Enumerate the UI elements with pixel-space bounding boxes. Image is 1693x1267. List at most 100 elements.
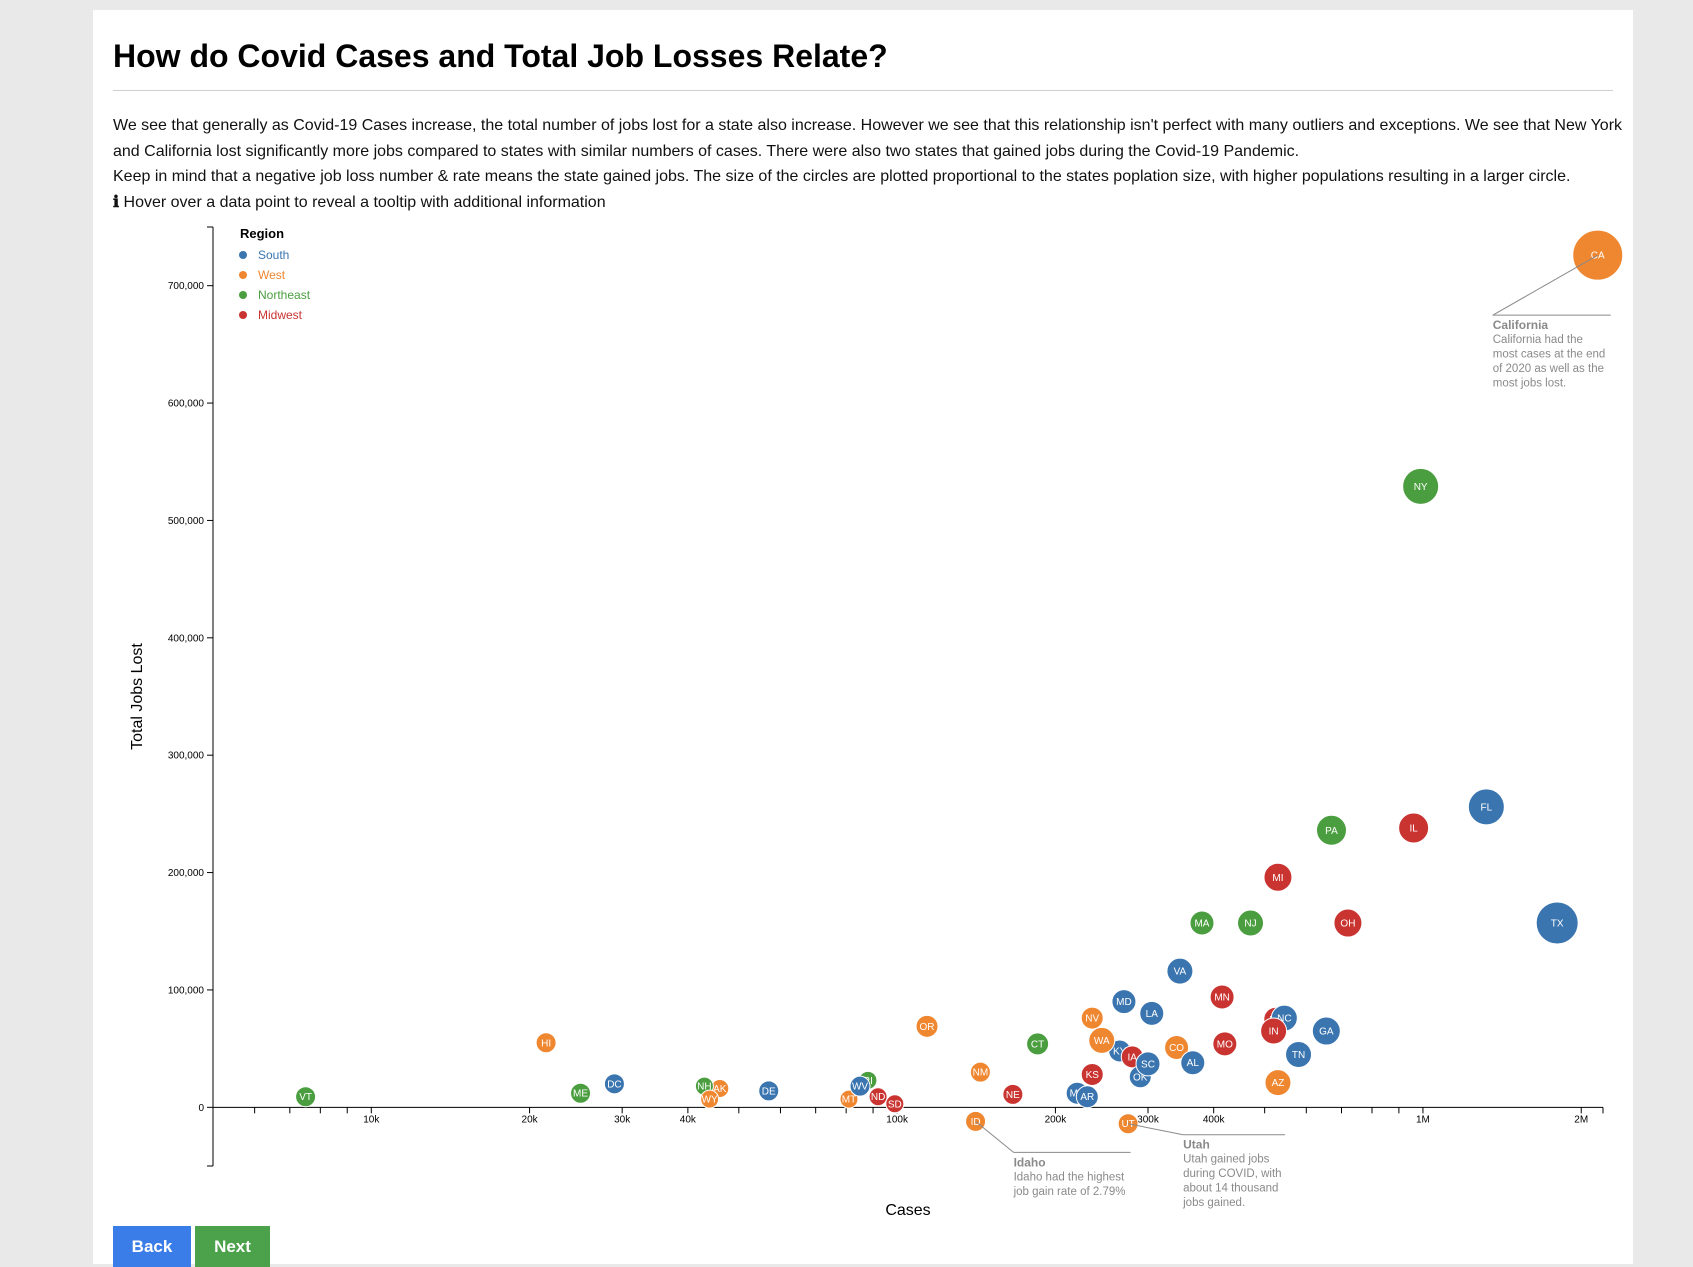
point-marker: [1333, 908, 1363, 938]
point-label: VT: [299, 1092, 312, 1103]
description: We see that generally as Covid-19 Cases …: [113, 113, 1623, 215]
annotation-title: California: [1493, 318, 1549, 332]
point-label: OK: [1133, 1072, 1148, 1083]
point-label: MD: [1116, 997, 1132, 1008]
annotation-text: Utah gained jobs: [1183, 1154, 1270, 1166]
point-marker: [295, 1086, 317, 1108]
x-tick-label: 200k: [1045, 1114, 1068, 1125]
point-marker: [1398, 812, 1430, 844]
point-label: GA: [1319, 1027, 1334, 1038]
y-axis: 0 100,000 200,000 300,000 400,000 500,000 600,…: [129, 226, 214, 1167]
point-marker: [1080, 1006, 1104, 1030]
x-tick-label: 20k: [522, 1114, 539, 1125]
annotations: California California had the most cases a…: [975, 254, 1611, 1209]
point-label: HI: [541, 1038, 551, 1049]
legend-swatch: [239, 271, 247, 279]
point-marker: [1135, 1051, 1161, 1077]
point-marker: [1467, 788, 1505, 826]
point-marker: [885, 1094, 905, 1114]
data-point-mi: MI: [1263, 862, 1293, 892]
x-tick-label: 300k: [1137, 1114, 1160, 1125]
y-tick-label: 200,000: [168, 868, 205, 879]
point-label: AZ: [1272, 1078, 1285, 1089]
hover-hint-text: Hover over a data point to reveal a tool…: [123, 193, 606, 211]
hover-hint: ℹ Hover over a data point to reveal a to…: [113, 190, 1623, 216]
back-button[interactable]: Back: [113, 1226, 191, 1267]
y-tick-label: 500,000: [168, 516, 205, 527]
legend-label: West: [258, 268, 286, 282]
title-divider: [113, 90, 1613, 91]
annotation-text: about 14 thousand: [1183, 1183, 1278, 1195]
point-label: WA: [1094, 1036, 1110, 1047]
point-label: OH: [1340, 919, 1355, 930]
point-label: SC: [1141, 1059, 1155, 1070]
x-tick-label: 400k: [1203, 1114, 1226, 1125]
info-icon: ℹ: [113, 193, 120, 211]
point-label: MN: [1214, 992, 1230, 1003]
data-point-wa: WA: [1088, 1026, 1116, 1054]
point-marker: [1402, 467, 1440, 505]
x-tick-label: 1M: [1416, 1114, 1430, 1125]
data-point-me: ME: [570, 1082, 592, 1104]
point-label: TN: [1292, 1050, 1305, 1061]
legend-label: Northeast: [258, 288, 311, 302]
content-card: How do Covid Cases and Total Job Losses …: [93, 10, 1633, 1267]
point-label: NJ: [1244, 919, 1256, 930]
annotation-title: Idaho: [1014, 1155, 1046, 1169]
data-point-mn: MN: [1209, 984, 1235, 1010]
point-label: NC: [1277, 1014, 1291, 1025]
data-point-or: OR: [915, 1014, 939, 1038]
point-label: UT: [1121, 1119, 1134, 1130]
point-marker: [1164, 1034, 1190, 1060]
point-marker: [1139, 1000, 1165, 1026]
x-axis-title: Cases: [885, 1202, 930, 1219]
data-point-la: LA: [1139, 1000, 1165, 1026]
legend-swatch: [239, 311, 247, 319]
data-point-wy: WY: [700, 1089, 720, 1109]
point-label: SD: [888, 1099, 902, 1110]
point-marker: [1237, 909, 1265, 937]
y-tick-label: 300,000: [168, 751, 205, 762]
point-label: MA: [1194, 919, 1209, 930]
point-marker: [849, 1075, 871, 1097]
point-label: TX: [1551, 919, 1564, 930]
description-paragraph-1: We see that generally as Covid-19 Cases …: [113, 117, 1623, 160]
point-marker: [1209, 984, 1235, 1010]
legend-label: Midwest: [258, 308, 303, 322]
point-marker: [1080, 1062, 1104, 1086]
point-label: KS: [1086, 1070, 1100, 1081]
description-paragraph-2: Keep in mind that a negative job loss nu…: [113, 168, 1571, 185]
point-label: KY: [1113, 1046, 1127, 1057]
data-point-ma: MA: [1189, 910, 1215, 936]
y-tick-label: 100,000: [168, 985, 205, 996]
point-marker: [1075, 1085, 1099, 1109]
point-marker: [839, 1089, 859, 1109]
next-button[interactable]: Next: [195, 1226, 270, 1267]
point-label: MI: [1272, 873, 1283, 884]
data-point-ne: NE: [1002, 1083, 1024, 1105]
point-marker: [1212, 1031, 1238, 1057]
point-label: VA: [1174, 967, 1187, 978]
point-label: NY: [1414, 482, 1428, 493]
point-marker: [1088, 1026, 1116, 1054]
data-point-ct: CT: [1026, 1032, 1050, 1056]
x-tick-label: 30k: [614, 1114, 631, 1125]
data-point-al: AL: [1180, 1050, 1206, 1076]
point-marker: [1166, 957, 1194, 985]
point-marker: [1026, 1032, 1050, 1056]
point-label: NM: [973, 1068, 989, 1079]
data-point-hi: HI: [535, 1032, 557, 1054]
annotation-title: Utah: [1183, 1138, 1210, 1152]
point-label: NE: [1006, 1090, 1020, 1101]
point-marker: [535, 1032, 557, 1054]
point-label: WY: [702, 1095, 718, 1106]
annotation-id: Idaho Idaho had the highest job gain rate …: [975, 1121, 1131, 1198]
point-marker: [1315, 814, 1347, 846]
x-tick-label: 2M: [1574, 1114, 1588, 1125]
y-tick-label: 400,000: [168, 633, 205, 644]
point-label: PA: [1325, 826, 1338, 837]
point-label: ME: [573, 1089, 588, 1100]
data-point-sc: SC: [1135, 1051, 1161, 1077]
point-label: IN: [1269, 1027, 1279, 1038]
